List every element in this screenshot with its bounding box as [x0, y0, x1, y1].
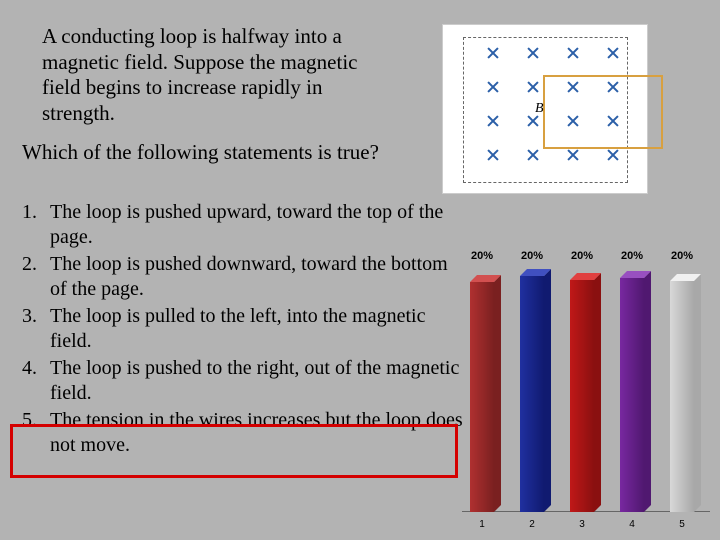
poll-xlabel-1: 1: [470, 519, 494, 530]
field-x-icon: [566, 46, 580, 60]
option-5: The tension in the wires increases but t…: [42, 408, 464, 458]
option-2: The loop is pushed downward, toward the …: [42, 252, 464, 302]
poll-pct-2: 20%: [517, 250, 547, 262]
poll-xlabel-5: 5: [670, 519, 694, 530]
poll-bar-4: [620, 278, 644, 512]
field-x-icon: [486, 114, 500, 128]
option-4: The loop is pushed to the right, out of …: [42, 356, 464, 406]
field-x-icon: [606, 80, 620, 94]
poll-bar-3: [570, 280, 594, 512]
field-x-icon: [526, 80, 540, 94]
options-list: The loop is pushed upward, toward the to…: [14, 200, 464, 460]
poll-bar-1: [470, 282, 494, 512]
field-x-icon: [566, 80, 580, 94]
field-x-icon: [526, 46, 540, 60]
poll-pct-3: 20%: [567, 250, 597, 262]
poll-xlabel-2: 2: [520, 519, 544, 530]
poll-xlabel-3: 3: [570, 519, 594, 530]
field-x-icon: [566, 148, 580, 162]
conducting-loop: [543, 75, 663, 149]
field-x-icon: [566, 114, 580, 128]
field-x-icon: [486, 148, 500, 162]
field-x-icon: [606, 46, 620, 60]
intro-text: A conducting loop is halfway into a magn…: [42, 24, 392, 126]
field-x-icon: [606, 114, 620, 128]
poll-bar-5: [670, 281, 694, 512]
field-x-icon: [486, 80, 500, 94]
question-text: Which of the following statements is tru…: [22, 140, 422, 165]
field-x-icon: [486, 46, 500, 60]
field-x-icon: [526, 114, 540, 128]
poll-xlabel-4: 4: [620, 519, 644, 530]
poll-pct-4: 20%: [617, 250, 647, 262]
field-diagram: B⃗: [442, 24, 648, 194]
poll-pct-1: 20%: [467, 250, 497, 262]
field-x-icon: [526, 148, 540, 162]
poll-chart: 20% 1 20% 2 20% 3 20% 4 20% 5: [462, 250, 710, 530]
option-3: The loop is pulled to the left, into the…: [42, 304, 464, 354]
field-x-icon: [606, 148, 620, 162]
poll-pct-5: 20%: [667, 250, 697, 262]
option-1: The loop is pushed upward, toward the to…: [42, 200, 464, 250]
poll-bar-2: [520, 276, 544, 512]
